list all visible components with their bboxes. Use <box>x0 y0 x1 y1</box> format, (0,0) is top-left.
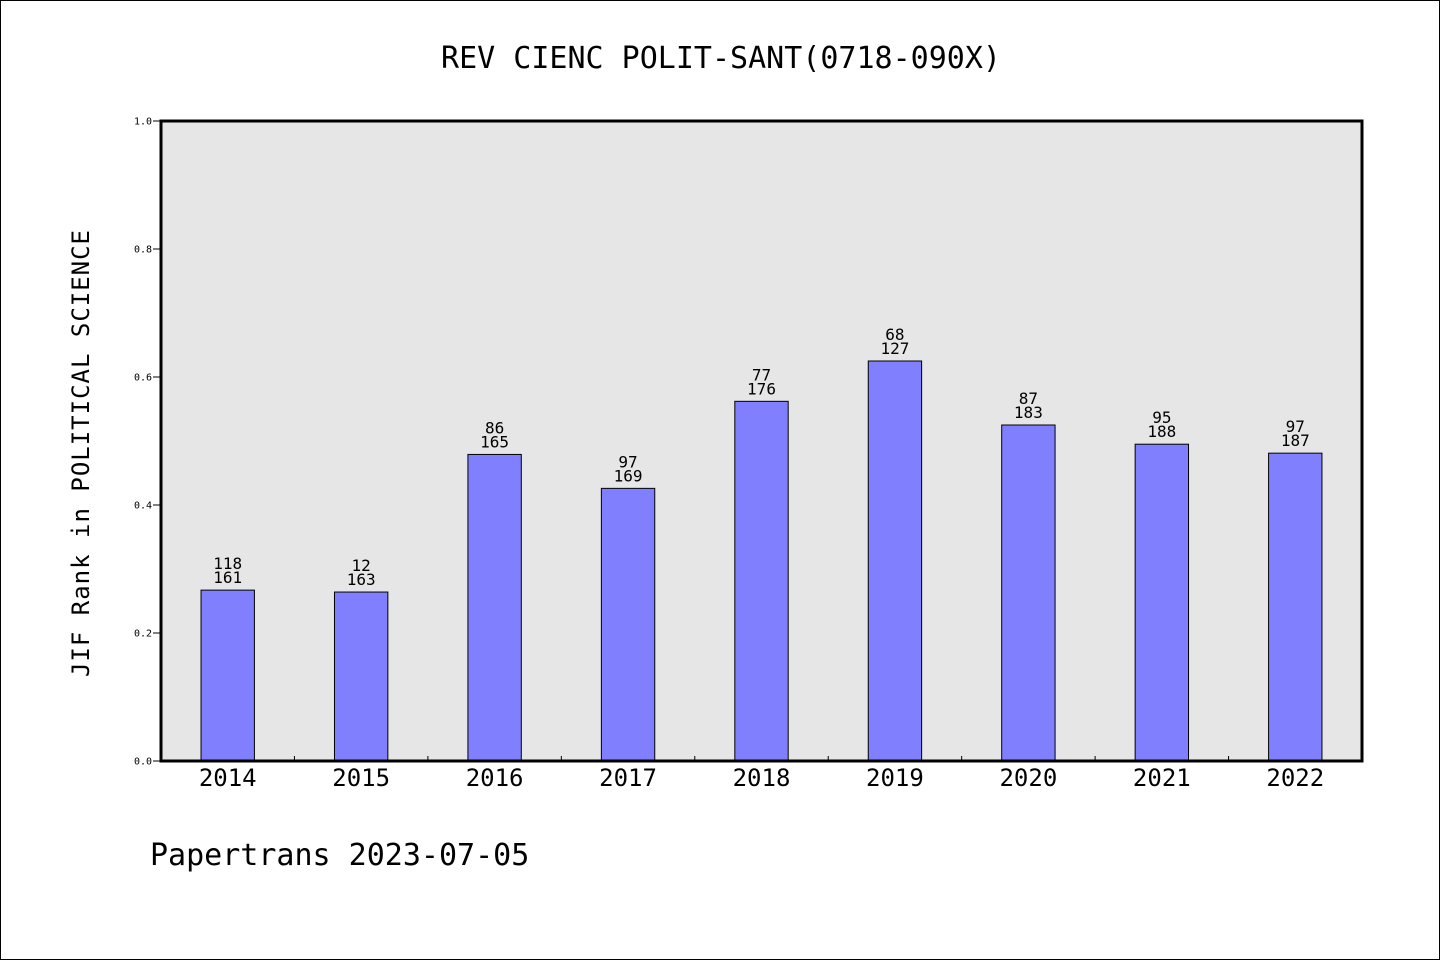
bar-2017 <box>600 487 656 762</box>
bar-total-label: 127 <box>880 339 909 358</box>
x-tick-label: 2015 <box>332 764 390 792</box>
bar-rank-label: 68 <box>885 325 904 344</box>
bar-rank-label: 87 <box>1019 389 1038 408</box>
bar-total-label: 165 <box>480 432 509 451</box>
bar-total-label: 161 <box>213 568 242 587</box>
bar-rank-label: 118 <box>213 554 242 573</box>
x-tick-label: 2014 <box>199 764 257 792</box>
y-tick-label: 1.0 <box>134 117 152 128</box>
bar-2022 <box>1268 452 1323 762</box>
y-axis-ticks: 0.0 0.2 0.4 0.6 0.8 1.0 <box>134 117 161 768</box>
x-tick-label: 2017 <box>599 764 657 792</box>
x-tick-label: 2016 <box>466 764 524 792</box>
y-tick-label: 0.2 <box>134 629 152 640</box>
x-tick-label: 2020 <box>999 764 1057 792</box>
bar-2019 <box>867 360 923 762</box>
bar-total-label: 176 <box>747 379 776 398</box>
bar-2014 <box>200 589 255 762</box>
bar-total-label: 169 <box>614 466 643 485</box>
chart-title: REV CIENC POLIT-SANT(0718-090X) <box>441 41 1001 76</box>
bar-2020 <box>1001 424 1056 762</box>
x-axis-ticks: 2014 2015 2016 2017 2018 2019 2020 2021 2022 <box>199 756 1324 792</box>
plot-frame <box>159 119 1364 763</box>
bar-rank-label: 95 <box>1152 408 1171 427</box>
bar-total-label: 187 <box>1281 431 1310 450</box>
y-tick-label: 0.8 <box>134 245 152 256</box>
bar-rank-label: 86 <box>485 418 504 437</box>
bar-rank-label: 97 <box>618 452 637 471</box>
bar-2018 <box>734 400 789 762</box>
y-tick-label: 0.0 <box>134 757 152 768</box>
bar-rank-label: 12 <box>352 556 371 575</box>
bar-rank-label: 97 <box>1286 417 1305 436</box>
x-tick-label: 2021 <box>1133 764 1191 792</box>
y-tick-label: 0.6 <box>134 373 152 384</box>
bar-rank-label: 77 <box>752 365 771 384</box>
y-axis-label: JIF Rank in POLITICAL SCIENCE <box>67 229 95 677</box>
bar-total-label: 163 <box>347 570 376 589</box>
x-tick-label: 2019 <box>866 764 924 792</box>
bar-total-label: 188 <box>1147 422 1176 441</box>
bar-2015 <box>333 591 389 762</box>
bar-2021 <box>1134 443 1190 762</box>
x-tick-label: 2018 <box>733 764 791 792</box>
x-tick-label: 2022 <box>1266 764 1324 792</box>
bar-2016 <box>467 453 522 762</box>
footer-source-date: Papertrans 2023-07-05 <box>150 838 529 873</box>
y-tick-label: 0.4 <box>134 501 152 512</box>
bar-total-label: 183 <box>1014 403 1043 422</box>
bar-series <box>200 360 1323 762</box>
